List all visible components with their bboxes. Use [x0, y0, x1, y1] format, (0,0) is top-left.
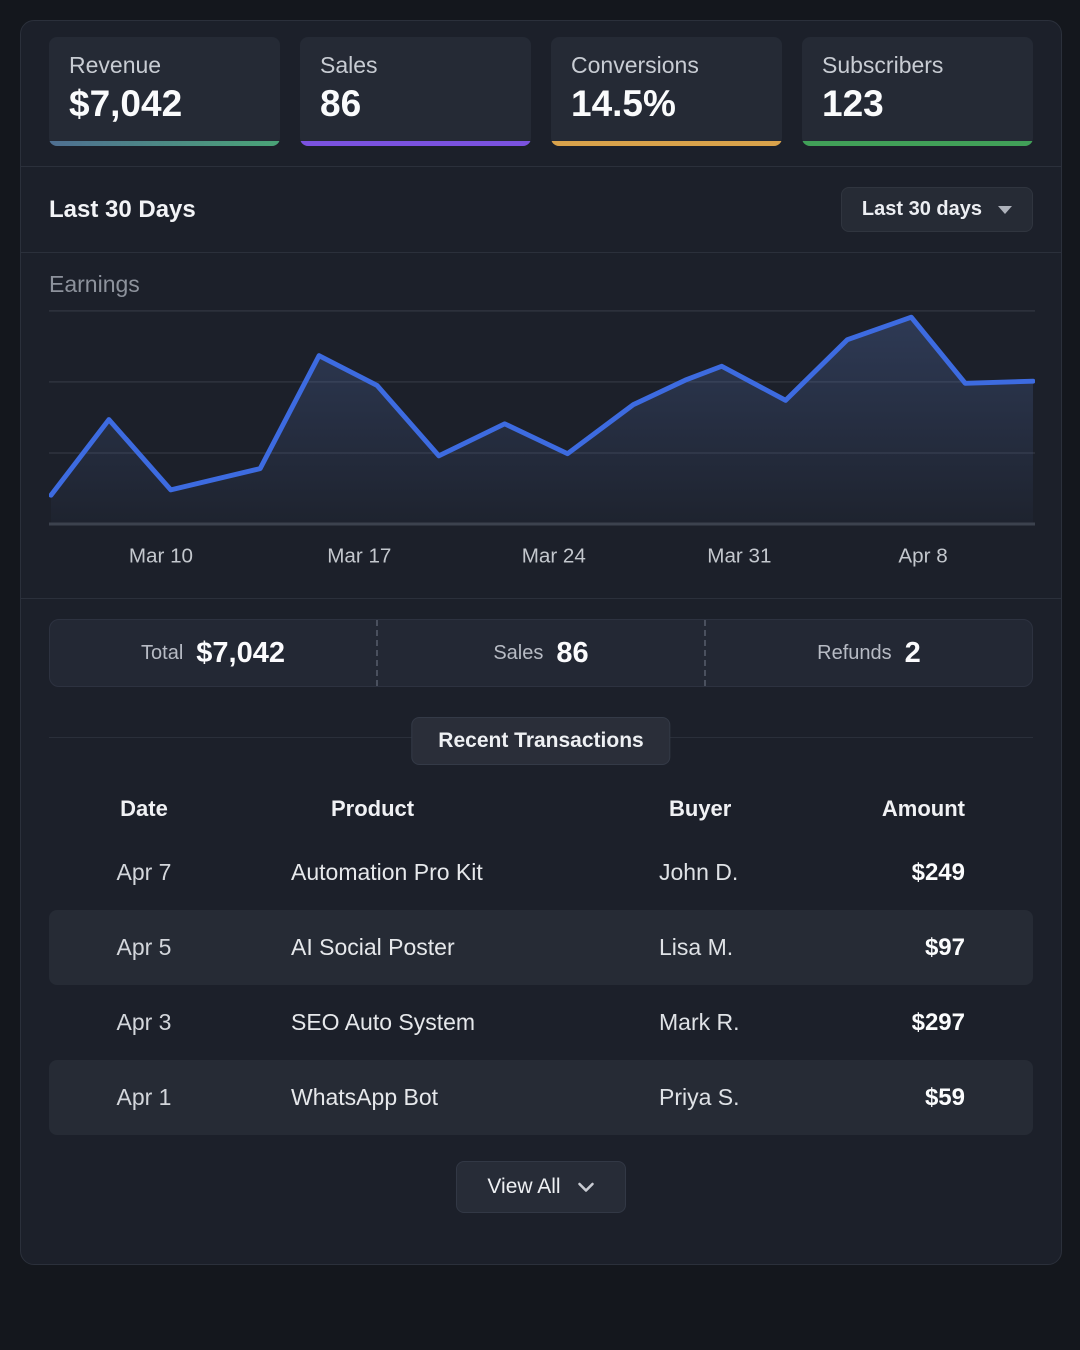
view-all-button[interactable]: View All	[456, 1161, 626, 1213]
tx-amount: $97	[924, 933, 965, 961]
column-header-date: Date	[120, 796, 168, 821]
chevron-down-icon	[577, 1182, 594, 1192]
accent-bar	[49, 141, 280, 146]
tx-date: Apr 5	[116, 934, 172, 960]
divider	[21, 252, 1061, 253]
column-header-amount: Amount	[881, 796, 965, 821]
summary-value: $7,042	[196, 636, 285, 669]
divider	[21, 598, 1061, 599]
stat-value: 86	[320, 83, 362, 124]
accent-bar	[300, 141, 531, 146]
transactions-section-title: Recent Transactions	[438, 729, 644, 752]
stat-label: Subscribers	[822, 52, 944, 78]
stat-label: Sales	[320, 52, 378, 78]
summary-bar: Total $7,042 Sales 86 Refunds 2	[49, 619, 1033, 687]
x-tick-label: Apr 8	[898, 544, 947, 567]
earnings-area	[50, 317, 1034, 524]
column-header-buyer: Buyer	[669, 796, 732, 821]
tx-buyer: Priya S.	[659, 1084, 740, 1110]
chevron-down-icon	[998, 205, 1012, 214]
table-header-row: Date Product Buyer Amount	[49, 783, 1033, 835]
tx-product: SEO Auto System	[291, 1009, 476, 1035]
stats-row: Revenue $7,042 Sales 86 Conversions 14.5…	[49, 37, 1033, 146]
accent-bar	[802, 141, 1033, 146]
tx-buyer: Mark R.	[659, 1009, 740, 1035]
view-all-label: View All	[487, 1175, 561, 1198]
transactions-table: Date Product Buyer Amount Apr 7 Automati…	[49, 783, 1033, 1135]
table-row: Apr 5 AI Social Poster Lisa M. $97	[49, 910, 1033, 985]
tx-amount: $59	[924, 1083, 965, 1111]
tx-product: WhatsApp Bot	[291, 1084, 439, 1110]
stat-value: $7,042	[69, 83, 183, 124]
column-header-product: Product	[331, 796, 415, 821]
stat-label: Conversions	[571, 52, 699, 78]
period-title: Last 30 Days	[49, 195, 196, 223]
stat-card-sales: Sales 86	[300, 37, 531, 146]
summary-value: 2	[904, 636, 921, 669]
tx-product: Automation Pro Kit	[291, 859, 483, 885]
transactions-section-divider: Recent Transactions	[49, 717, 1033, 765]
period-header: Last 30 Days Last 30 days	[49, 167, 1033, 252]
divider	[21, 166, 1061, 167]
accent-bar	[551, 141, 782, 146]
summary-value: 86	[556, 636, 589, 669]
summary-item-total: Total $7,042	[50, 620, 376, 686]
table-row: Apr 7 Automation Pro Kit John D. $249	[49, 835, 1033, 910]
dashboard-panel: Revenue $7,042 Sales 86 Conversions 14.5…	[20, 20, 1062, 1265]
transactions-section-pill: Recent Transactions	[411, 717, 671, 765]
tx-date: Apr 7	[116, 859, 172, 885]
x-tick-label: Mar 10	[129, 544, 193, 567]
period-dropdown[interactable]: Last 30 days	[840, 187, 1033, 232]
stat-card-revenue: Revenue $7,042	[49, 37, 280, 146]
stat-label: Revenue	[69, 52, 162, 78]
summary-label: Refunds	[817, 641, 892, 664]
stat-value: 14.5%	[571, 83, 676, 124]
view-all-container: View All	[49, 1161, 1033, 1213]
earnings-chart: Mar 10 Mar 17 Mar 24 Mar 31 Apr 8	[49, 303, 1035, 578]
x-tick-label: Mar 17	[327, 544, 391, 567]
summary-item-refunds: Refunds 2	[704, 620, 1032, 686]
table-row: Apr 1 WhatsApp Bot Priya S. $59	[49, 1060, 1033, 1135]
tx-buyer: John D.	[659, 859, 739, 885]
summary-label: Total	[141, 641, 184, 664]
stat-card-subscribers: Subscribers 123	[802, 37, 1033, 146]
x-tick-label: Mar 24	[522, 544, 586, 567]
x-tick-label: Mar 31	[707, 544, 771, 567]
tx-product: AI Social Poster	[291, 934, 455, 960]
tx-buyer: Lisa M.	[659, 934, 734, 960]
tx-amount: $249	[911, 858, 965, 886]
summary-item-sales: Sales 86	[376, 620, 704, 686]
earnings-chart-svg: Mar 10 Mar 17 Mar 24 Mar 31 Apr 8	[49, 310, 1035, 567]
stat-card-conversions: Conversions 14.5%	[551, 37, 782, 146]
tx-date: Apr 1	[116, 1084, 172, 1110]
stat-value: 123	[822, 83, 884, 124]
tx-amount: $297	[911, 1008, 965, 1036]
chart-title: Earnings	[49, 271, 140, 297]
table-row: Apr 3 SEO Auto System Mark R. $297	[49, 985, 1033, 1060]
period-dropdown-label: Last 30 days	[861, 198, 982, 220]
tx-date: Apr 3	[116, 1009, 172, 1035]
earnings-line	[49, 314, 1035, 498]
summary-label: Sales	[493, 641, 544, 664]
